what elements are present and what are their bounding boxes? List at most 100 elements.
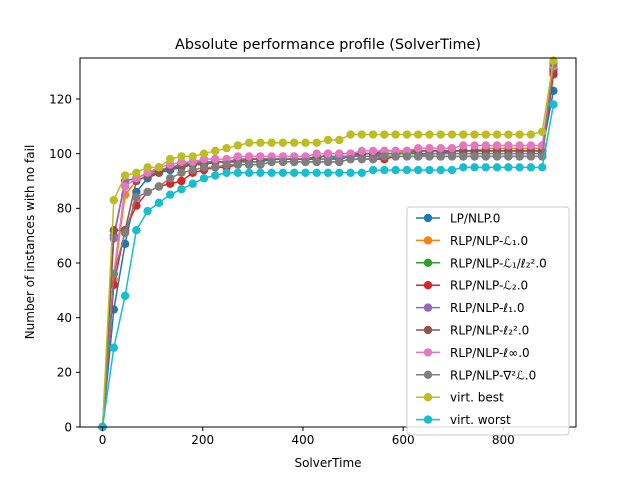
data-point [380,152,389,161]
y-tick-label: 40 [57,311,72,325]
data-point [425,152,434,161]
legend-label: virt. worst [450,413,511,427]
data-point [504,152,513,161]
data-point [526,152,536,161]
data-point [177,185,186,194]
x-tick-label: 0 [99,433,107,447]
data-point [459,152,468,161]
legend-label: RLP/NLP-∇²ℒ.0 [450,368,536,382]
data-point [132,168,141,177]
data-point [391,152,400,161]
data-point [233,160,243,169]
legend-marker [423,348,433,357]
data-point [222,144,231,153]
legend-entry: LP/NLP.0 [416,212,500,226]
legend-entry: RLP/NLP-ℒ₂.0 [416,279,528,293]
legend-label: virt. best [450,391,504,405]
y-axis-label: Number of instances with no fail [23,145,37,340]
axis-layer: 0 200 400 600 800 0 20 40 60 80 100 120 [49,57,577,447]
data-point [335,157,344,167]
legend-marker [423,325,433,335]
data-point [143,163,152,172]
data-point [323,149,333,158]
data-point [380,165,389,175]
data-point [323,135,333,145]
data-point [177,152,186,161]
legend-label: RLP/NLP-ℓ∞.0 [450,346,530,360]
data-point [323,157,333,167]
legend-marker [423,370,433,379]
data-point [402,152,412,161]
data-point [222,160,231,169]
data-point [481,141,491,150]
data-point [504,141,513,150]
x-tick-label: 600 [392,433,415,447]
data-point [188,179,197,188]
data-point [459,163,468,172]
data-point [154,198,164,208]
data-point [447,130,457,139]
data-point [526,163,536,172]
data-point [492,152,502,161]
data-point [549,100,558,109]
data-point [188,165,197,175]
data-point [537,163,547,172]
data-point [120,171,130,180]
data-point [267,168,276,177]
data-point [199,163,209,172]
legend-entry: RLP/NLP-ℓ₂².0 [416,324,529,338]
data-point [470,141,479,150]
data-point [165,174,175,183]
y-tick-label: 0 [64,420,72,434]
data-point [233,152,243,161]
data-point [380,130,389,139]
data-point [492,130,502,139]
data-point [357,154,367,164]
data-point [177,168,186,177]
data-point [289,138,299,147]
legend-label: RLP/NLP-ℓ₁.0 [450,301,524,315]
series-layer [98,56,558,432]
data-point [402,130,412,139]
legend-entry: RLP/NLP-ℓ₁.0 [416,301,524,315]
data-point [391,130,400,139]
data-point [244,160,254,169]
data-point [413,165,423,175]
data-point [267,138,276,147]
data-point [425,130,434,139]
data-point [199,174,209,183]
x-tick-label: 400 [291,433,314,447]
data-point [267,157,276,167]
data-point [335,135,344,145]
legend-label: RLP/NLP-ℓ₂².0 [450,324,529,338]
data-point [143,206,152,216]
y-tick-label: 60 [57,256,72,270]
series-9 [98,100,558,432]
data-point [211,146,220,156]
data-point [188,152,197,161]
data-point [244,138,254,147]
y-tick-label: 120 [49,92,72,106]
data-point [211,163,220,172]
legend-entry: virt. best [416,391,504,405]
data-point [244,168,254,177]
data-point [515,141,524,150]
data-point [459,141,468,150]
data-point [526,130,536,139]
data-point [165,190,175,199]
series-7 [98,59,558,432]
data-point [447,144,457,153]
data-point [368,146,378,156]
data-point [346,130,355,139]
series-8 [98,56,558,432]
data-point [312,168,321,177]
data-point [177,176,186,186]
legend-marker [423,213,433,223]
data-point [335,168,344,177]
data-point [346,168,355,177]
data-point [481,152,491,161]
data-point [436,165,445,175]
data-point [515,163,524,172]
data-point [278,138,288,147]
chart-title: Absolute performance profile (SolverTime… [175,37,481,53]
